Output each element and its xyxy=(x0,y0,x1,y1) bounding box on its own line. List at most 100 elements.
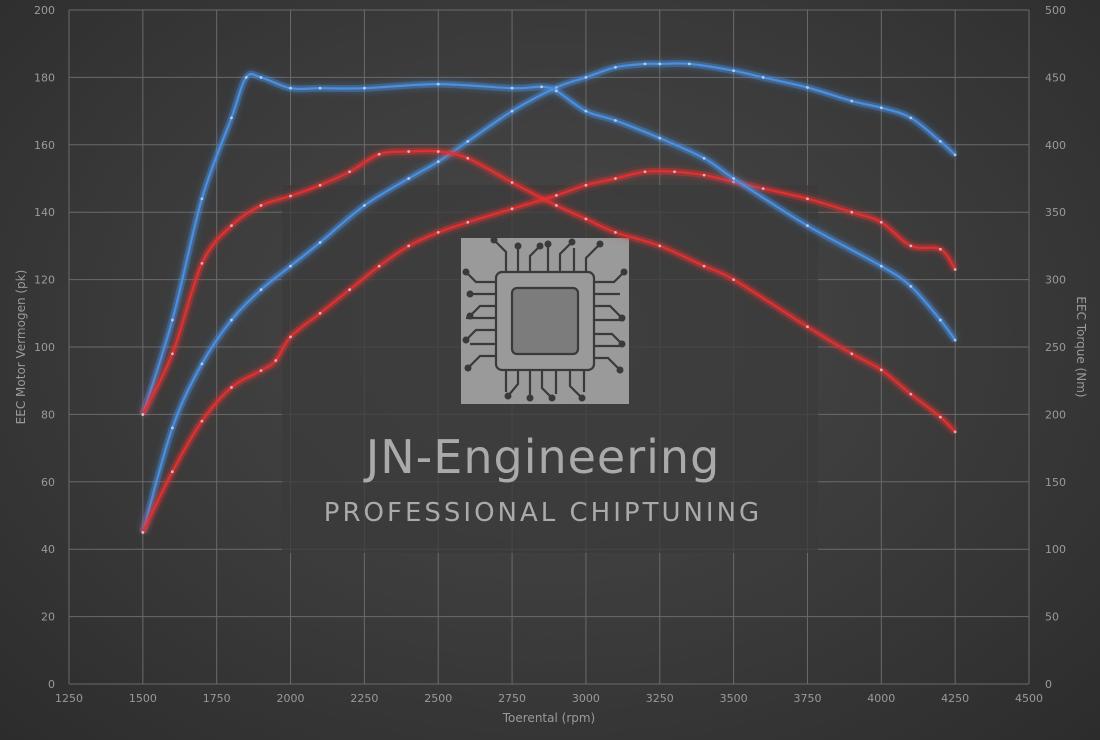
data-point xyxy=(436,150,440,153)
data-point xyxy=(850,352,854,356)
x-tick-label: 3000 xyxy=(572,692,600,705)
data-point xyxy=(170,352,174,356)
data-point xyxy=(658,136,662,140)
data-point xyxy=(141,413,145,416)
data-point xyxy=(318,86,322,90)
data-point xyxy=(658,62,662,66)
data-point xyxy=(806,86,809,89)
data-point xyxy=(732,177,736,180)
data-point xyxy=(953,153,957,157)
y-left-tick-label: 200 xyxy=(34,4,55,17)
data-point xyxy=(614,65,617,69)
data-point xyxy=(643,62,647,66)
data-point xyxy=(879,220,883,224)
y-left-tick-label: 140 xyxy=(34,206,55,219)
data-point xyxy=(938,247,942,251)
data-point xyxy=(289,264,292,268)
data-point xyxy=(584,183,588,187)
data-point xyxy=(289,194,292,198)
data-point xyxy=(289,335,292,339)
data-point xyxy=(658,244,662,248)
y-right-tick-label: 50 xyxy=(1045,611,1059,624)
y-left-tick-label: 20 xyxy=(41,611,55,624)
data-point xyxy=(200,197,204,201)
y-right-tick-label: 350 xyxy=(1045,206,1066,219)
y-left-tick-label: 60 xyxy=(41,476,55,489)
data-point xyxy=(806,224,809,228)
data-point xyxy=(466,220,470,224)
data-point xyxy=(466,140,470,143)
data-point xyxy=(510,86,514,90)
data-point xyxy=(200,419,204,423)
data-point xyxy=(407,177,411,180)
data-point xyxy=(584,109,588,113)
data-point xyxy=(938,318,942,322)
data-point xyxy=(510,109,514,113)
data-point xyxy=(806,197,809,201)
series-power-stock xyxy=(139,167,959,534)
watermark-subtitle: PROFESSIONAL CHIPTUNING xyxy=(324,498,762,528)
data-point xyxy=(200,262,204,265)
y-right-tick-label: 500 xyxy=(1045,4,1066,17)
data-point xyxy=(584,217,588,221)
data-point xyxy=(200,362,204,366)
data-point xyxy=(170,470,174,474)
y-right-tick-label: 0 xyxy=(1045,678,1052,691)
data-point xyxy=(230,224,233,228)
data-point xyxy=(761,187,765,191)
data-point xyxy=(170,318,174,322)
data-point xyxy=(407,244,411,248)
data-point xyxy=(407,150,411,153)
data-point xyxy=(230,116,233,120)
data-point xyxy=(348,170,352,174)
data-point xyxy=(850,99,854,103)
y-left-tick-label: 160 xyxy=(34,139,55,152)
data-point xyxy=(909,392,913,396)
axes: 1250 1500 1750 2000 2250 2500 2750 3000 3250 3500… xyxy=(34,4,1066,705)
data-point xyxy=(466,156,470,160)
x-tick-label: 1500 xyxy=(129,692,157,705)
data-point xyxy=(909,116,913,120)
data-point xyxy=(510,207,514,211)
y-right-tick-label: 450 xyxy=(1045,71,1066,84)
data-point xyxy=(909,244,913,248)
y-right-tick-label: 200 xyxy=(1045,408,1066,421)
data-point xyxy=(687,62,691,66)
y-right-tick-label: 250 xyxy=(1045,341,1066,354)
data-point xyxy=(230,386,233,389)
y-left-tick-label: 40 xyxy=(41,543,55,556)
data-point xyxy=(953,430,957,434)
data-point xyxy=(938,415,942,419)
data-point xyxy=(318,241,322,244)
x-tick-label: 4500 xyxy=(1015,692,1043,705)
data-point xyxy=(879,264,883,268)
x-tick-label: 2000 xyxy=(277,692,305,705)
x-tick-label: 1250 xyxy=(55,692,83,705)
data-point xyxy=(673,170,676,174)
data-point xyxy=(436,160,440,164)
data-point xyxy=(702,264,706,268)
data-point xyxy=(806,325,809,329)
data-point xyxy=(953,338,957,342)
series-line xyxy=(141,170,957,533)
x-tick-label: 3250 xyxy=(646,692,674,705)
x-tick-label: 1750 xyxy=(203,692,231,705)
x-tick-label: 4000 xyxy=(867,692,895,705)
data-point xyxy=(170,426,174,430)
data-point xyxy=(436,231,440,234)
series-torque-stock xyxy=(139,147,958,435)
y-right-tick-label: 400 xyxy=(1045,139,1066,152)
series-torque-tuned xyxy=(139,70,959,416)
data-point xyxy=(510,181,514,184)
data-point xyxy=(732,69,736,73)
data-point xyxy=(259,204,263,207)
x-tick-label: 3750 xyxy=(793,692,821,705)
data-point xyxy=(614,177,617,180)
watermark: JN-Engineering PROFESSIONAL CHIPTUNING xyxy=(282,185,818,553)
x-tick-label: 2250 xyxy=(350,692,378,705)
data-point xyxy=(230,318,233,322)
watermark-title: JN-Engineering xyxy=(363,430,721,484)
y-right-tick-label: 150 xyxy=(1045,476,1066,489)
data-point xyxy=(909,284,913,288)
y-left-tick-label: 0 xyxy=(48,678,55,691)
